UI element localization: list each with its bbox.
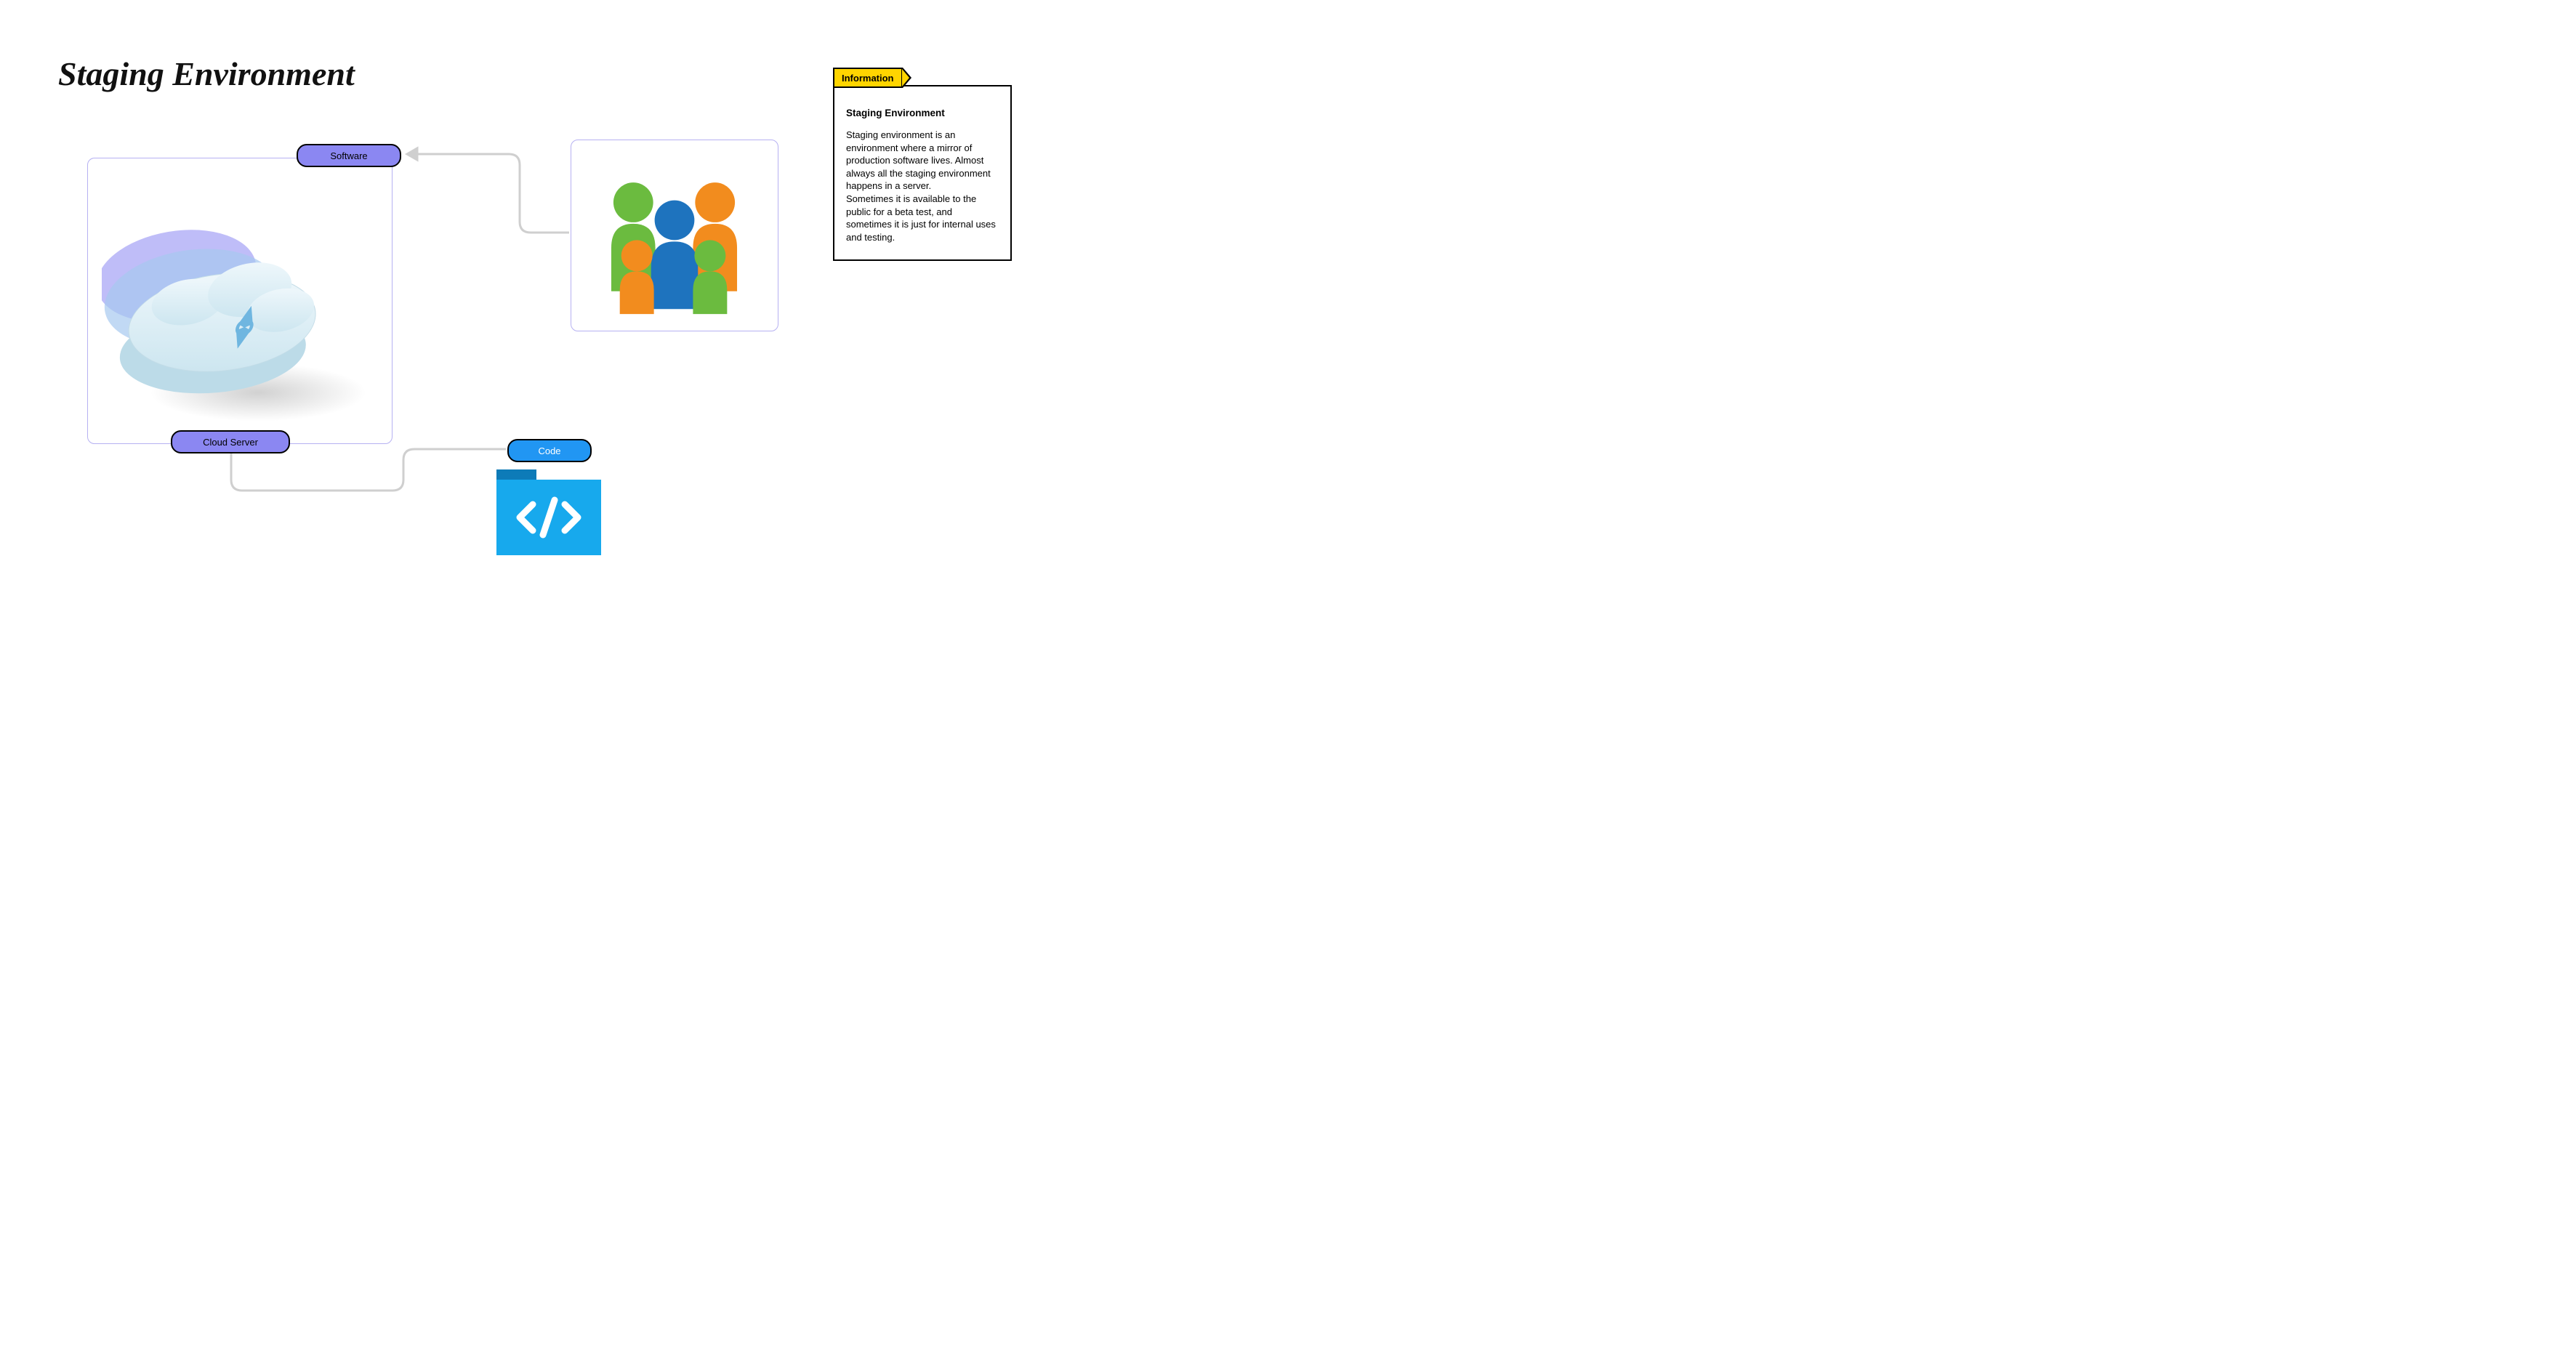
software-label-text: Software [330, 150, 367, 161]
software-label: Software [297, 144, 401, 167]
code-folder-icon [491, 465, 607, 560]
info-body: Staging Environment Staging environment … [834, 86, 1010, 255]
users-icon [589, 156, 760, 316]
cloud-icon [102, 171, 374, 425]
code-label: Code [507, 439, 592, 462]
info-card: Information Staging Environment Staging … [833, 85, 1012, 261]
code-label-text: Code [538, 445, 560, 456]
cloud-server-label-text: Cloud Server [203, 437, 258, 448]
info-heading: Staging Environment [846, 107, 999, 120]
cloud-server-label: Cloud Server [171, 430, 290, 453]
info-text: Staging environment is an environment wh… [846, 129, 999, 243]
diagram-canvas: Staging Environment [0, 0, 1090, 572]
info-tab: Information [833, 68, 903, 88]
info-tab-text: Information [842, 73, 894, 84]
